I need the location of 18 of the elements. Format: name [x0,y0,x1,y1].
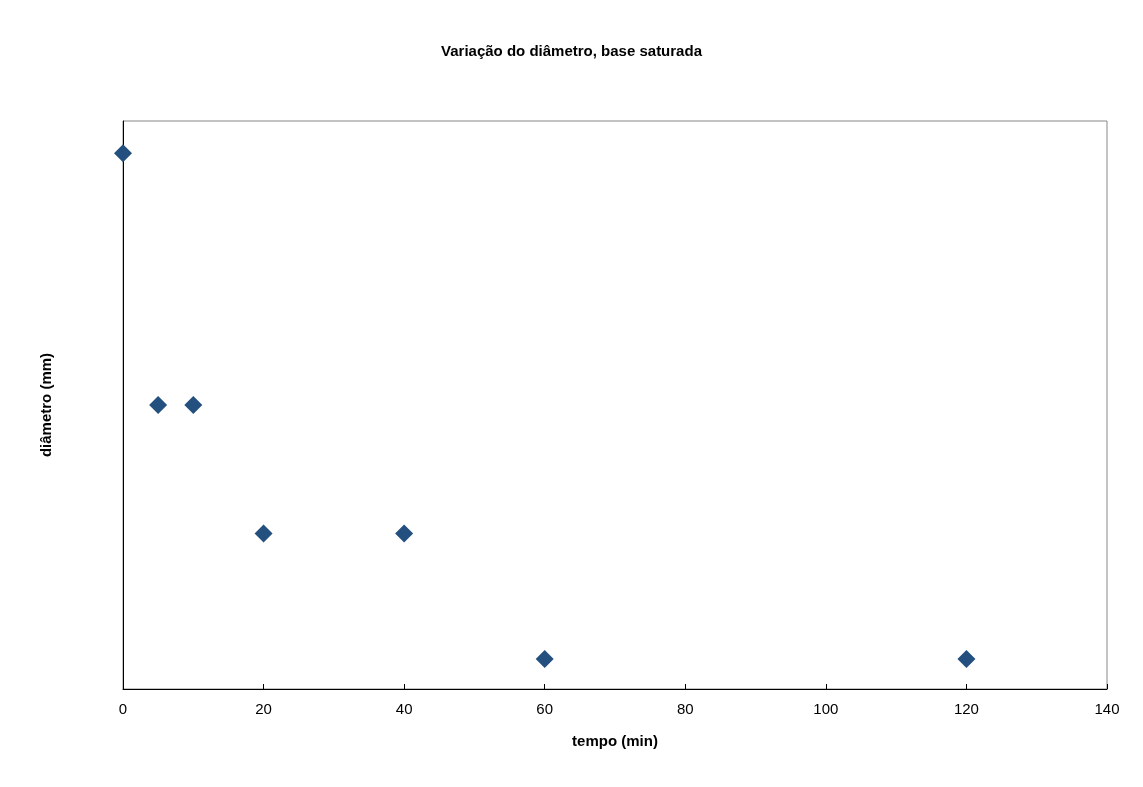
point [149,396,168,414]
x-tick-label: 20 [255,700,272,717]
x-tick-label: 60 [536,700,554,717]
x-tick-label: 0 [118,700,128,717]
point [395,524,414,543]
x-tick-label: 120 [953,700,979,717]
x-tick-label: 100 [813,700,839,717]
point [184,396,203,414]
point [535,649,554,668]
point [957,649,976,668]
x-axis-title: tempo (min) [572,732,658,749]
chart-title: Variação do diâmetro, base saturada [441,42,703,59]
x-tick-label: 140 [1094,700,1120,717]
y-axis-title: diâmetro (mm) [37,352,54,458]
x-tick-label: 40 [395,700,413,717]
point [254,524,273,543]
x-tick-label: 80 [676,700,694,717]
point [114,144,132,163]
